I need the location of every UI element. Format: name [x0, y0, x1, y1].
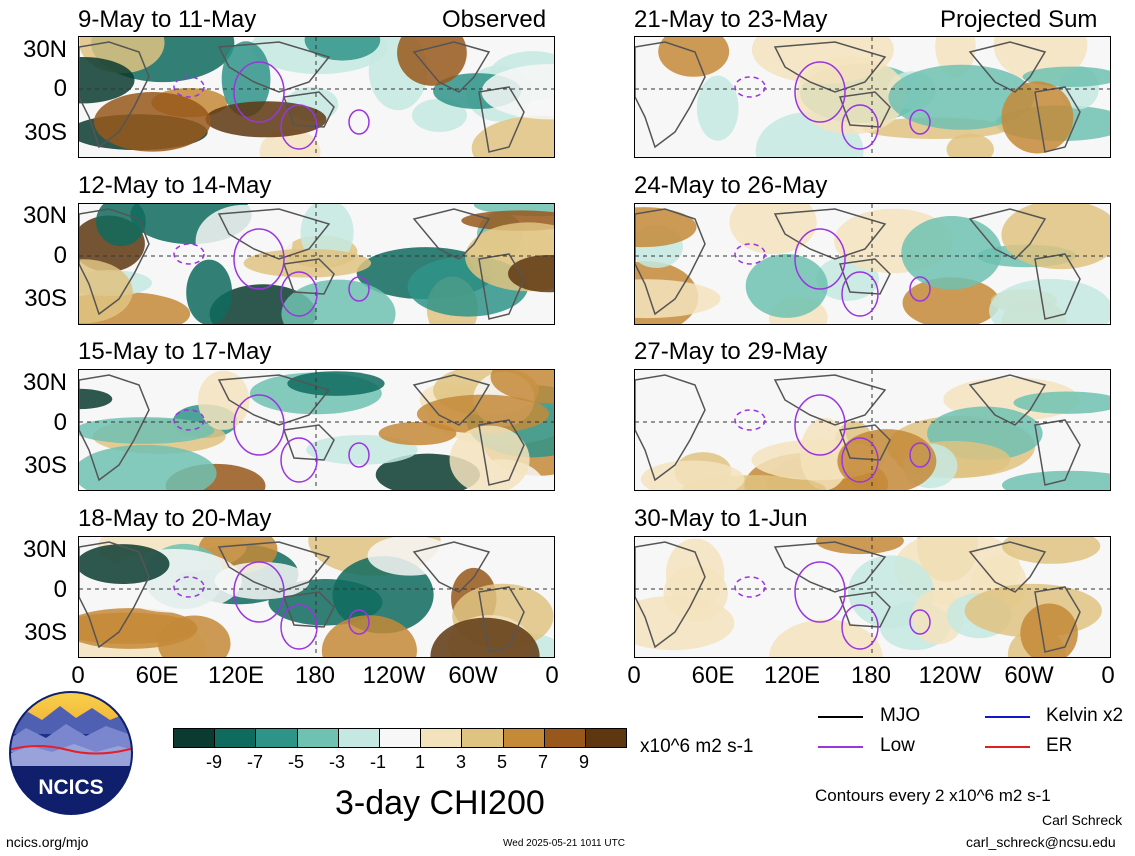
colorbar-bin — [174, 729, 216, 747]
colorbar-tick: 1 — [414, 752, 426, 772]
lon-label-180: 180 — [294, 662, 336, 689]
lat-label-30s: 30S — [24, 452, 67, 479]
lat-label-30n: 30N — [22, 202, 67, 229]
colorbar-tick: -7 — [246, 752, 264, 772]
colorbar-bin — [256, 729, 298, 747]
author-name: Carl Schreck — [1042, 812, 1123, 828]
panel-title-left-3: 15-May to 17-May — [78, 338, 272, 365]
legend-label-kelvin: Kelvin x2 — [1046, 705, 1124, 726]
lon-label-120e: 120E — [763, 662, 821, 689]
lon-label-120e: 120E — [207, 662, 265, 689]
lon-label-60w: 60W — [448, 662, 498, 689]
colorbar-bin — [421, 729, 463, 747]
map-panel — [78, 369, 555, 491]
ncics-url-link[interactable]: ncics.org/mjo — [6, 834, 89, 850]
colorbar-bin — [585, 729, 627, 747]
lat-label-eq: 0 — [53, 242, 67, 269]
map-panel — [634, 203, 1111, 325]
logo-text: NCICS — [38, 776, 103, 799]
colorbar-tick: -3 — [328, 752, 346, 772]
main-title: 3-day CHI200 — [335, 784, 545, 822]
map-panel — [634, 36, 1111, 158]
legend-label-low: Low — [880, 735, 915, 756]
lat-label-30n: 30N — [22, 36, 67, 63]
colorbar-tick: -1 — [369, 752, 387, 772]
legend-line-low — [818, 746, 863, 748]
lon-label-180: 180 — [850, 662, 892, 689]
timestamp: Wed 2025-05-21 1011 UTC — [503, 838, 625, 849]
panel-title-right-4: 30-May to 1-Jun — [634, 505, 808, 532]
colorbar-bin — [297, 729, 339, 747]
panel-title-left-2: 12-May to 14-May — [78, 172, 272, 199]
lat-label-30n: 30N — [22, 536, 67, 563]
lat-label-30s: 30S — [24, 285, 67, 312]
panel-title-right-3: 27-May to 29-May — [634, 338, 828, 365]
panel-title-left-4: 18-May to 20-May — [78, 505, 272, 532]
colorbar-bin — [503, 729, 545, 747]
colorbar-tick: -5 — [287, 752, 305, 772]
lon-label-0: 0 — [71, 662, 85, 689]
lon-label-0-end: 0 — [545, 662, 559, 689]
colorbar-bin — [379, 729, 422, 747]
legend-line-mjo — [818, 716, 863, 718]
lat-label-eq: 0 — [53, 75, 67, 102]
lat-label-eq: 0 — [53, 409, 67, 436]
colorbar-tick: 5 — [496, 752, 508, 772]
ncics-logo[interactable]: NCICS — [8, 690, 134, 816]
lat-label-eq: 0 — [53, 576, 67, 603]
map-panel — [634, 369, 1111, 491]
colorbar-tick: 3 — [455, 752, 467, 772]
colorbar-bin — [338, 729, 380, 747]
colorbar-tick: -9 — [205, 752, 223, 772]
legend-line-er — [985, 746, 1030, 748]
lon-label-60e: 60E — [691, 662, 735, 689]
lat-label-30n: 30N — [22, 369, 67, 396]
lon-label-0: 0 — [627, 662, 641, 689]
colorbar-bin — [544, 729, 586, 747]
lon-label-0-end: 0 — [1101, 662, 1115, 689]
lon-label-120w: 120W — [918, 662, 982, 689]
colorbar-bin — [215, 729, 257, 747]
panel-title-right-2: 24-May to 26-May — [634, 172, 828, 199]
map-panel — [634, 536, 1111, 658]
author-email-link[interactable]: carl_schreck@ncsu.edu — [966, 834, 1116, 850]
observed-label: Observed — [442, 6, 547, 33]
projected-sum-label: Projected Sum — [940, 6, 1098, 33]
lon-label-60e: 60E — [135, 662, 179, 689]
legend-label-er: ER — [1046, 735, 1073, 756]
lat-label-30s: 30S — [24, 619, 67, 646]
colorbar-tick: 9 — [578, 752, 590, 772]
lon-label-120w: 120W — [362, 662, 426, 689]
colorbar-units: x10^6 m2 s-1 — [640, 736, 754, 757]
lon-label-60w: 60W — [1004, 662, 1054, 689]
map-panel — [78, 36, 555, 158]
panel-title-left-1: 9-May to 11-May — [78, 6, 257, 33]
colorbar — [173, 728, 627, 748]
legend-label-mjo: MJO — [880, 705, 921, 726]
panel-title-right-1: 21-May to 23-May — [634, 6, 828, 33]
contour-note: Contours every 2 x10^6 m2 s-1 — [815, 786, 1051, 805]
colorbar-tick: 7 — [537, 752, 549, 772]
lat-label-30s: 30S — [24, 119, 67, 146]
legend-line-kelvin — [985, 716, 1030, 718]
map-panel — [78, 203, 555, 325]
map-panel — [78, 536, 555, 658]
colorbar-bin — [462, 729, 504, 747]
